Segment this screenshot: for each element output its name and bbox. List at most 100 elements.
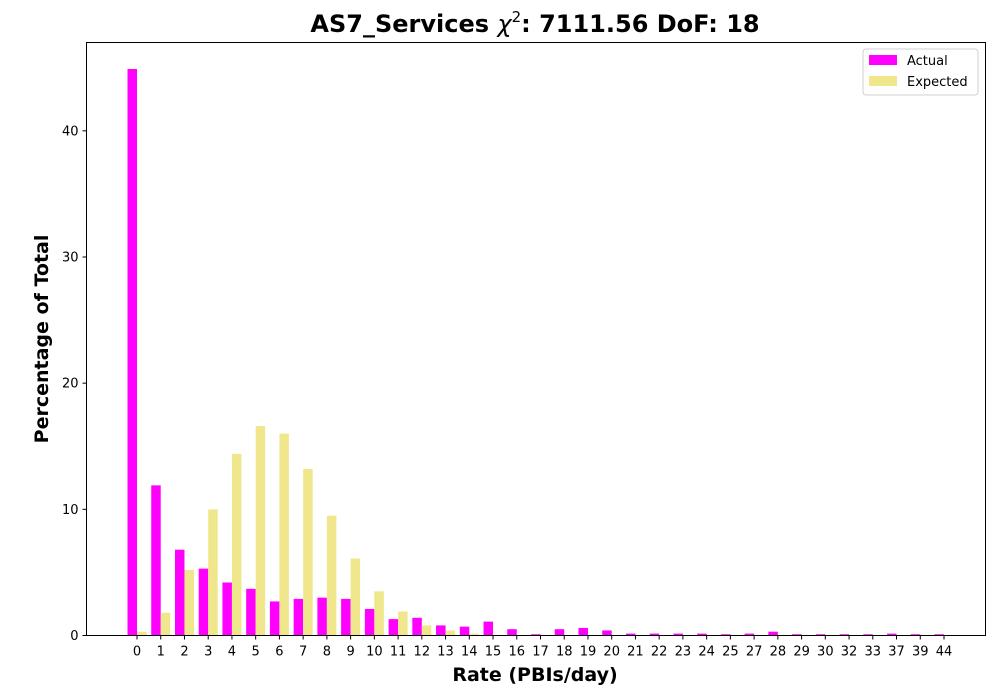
bar-actual-27: [744, 633, 755, 636]
x-tick-label: 19: [580, 645, 597, 660]
bar-expected-9: [350, 558, 361, 636]
bar-actual-33: [863, 634, 873, 636]
bar-actual-23: [673, 633, 683, 636]
bar-expected-3: [208, 509, 218, 636]
bar-actual-17: [531, 634, 541, 636]
y-tick-label: 10: [62, 503, 79, 518]
bar-actual-18: [554, 629, 565, 636]
bar-actual-28: [768, 631, 778, 636]
x-tick-label: 16: [508, 645, 525, 660]
bar-actual-37: [887, 633, 897, 636]
bar-expected-5: [255, 426, 266, 636]
x-tick-label: 25: [722, 645, 739, 660]
x-tick-label: 1: [157, 645, 165, 660]
x-tick-label: 18: [556, 645, 573, 660]
bar-actual-8: [317, 597, 327, 636]
bar-actual-12: [412, 617, 422, 636]
x-tick-label: 28: [770, 645, 787, 660]
bar-expected-8: [326, 515, 337, 636]
legend-swatch-actual: [869, 55, 897, 65]
x-tick-label: 30: [817, 645, 834, 660]
x-tick-label: 44: [936, 645, 953, 660]
x-tick-label: 4: [228, 645, 236, 660]
bar-expected-2: [184, 569, 194, 636]
bar-actual-24: [697, 633, 707, 636]
x-tick-label: 8: [323, 645, 331, 660]
bar-expected-6: [279, 433, 289, 636]
x-tick-label: 2: [180, 645, 188, 660]
bar-expected-1: [160, 612, 171, 636]
legend: Actual Expected: [862, 48, 979, 96]
y-tick-label: 40: [62, 124, 79, 139]
x-tick-label: 24: [698, 645, 715, 660]
x-tick-label: 22: [651, 645, 668, 660]
x-tick-label: 23: [675, 645, 692, 660]
legend-swatch-expected: [869, 76, 897, 86]
y-tick-label: 30: [62, 250, 79, 265]
legend-label-expected: Expected: [907, 75, 968, 90]
x-tick-label: 32: [841, 645, 858, 660]
bar-actual-3: [198, 568, 209, 636]
x-tick-label: 12: [414, 645, 431, 660]
bar-actual-2: [174, 549, 185, 636]
x-tick-label: 9: [346, 645, 354, 660]
bars-group: [127, 69, 944, 636]
bar-actual-9: [341, 598, 351, 636]
bar-actual-0: [127, 69, 137, 636]
bar-actual-21: [625, 633, 636, 636]
bar-actual-6: [269, 601, 280, 636]
bar-expected-12: [421, 625, 432, 636]
bar-expected-4: [231, 453, 242, 636]
bar-actual-10: [364, 609, 375, 636]
bar-actual-15: [483, 621, 494, 636]
x-tick-label: 3: [204, 645, 212, 660]
x-tick-label: 13: [437, 645, 454, 660]
x-tick-label: 11: [390, 645, 407, 660]
bar-actual-11: [388, 619, 399, 636]
bar-actual-39: [910, 634, 921, 636]
bar-expected-10: [374, 591, 384, 636]
y-axis-label: Percentage of Total: [31, 235, 53, 444]
x-tick-label: 33: [865, 645, 882, 660]
bar-actual-29: [792, 634, 802, 636]
bar-actual-14: [459, 626, 470, 636]
bar-actual-30: [815, 634, 826, 636]
bar-expected-0: [137, 631, 147, 636]
legend-label-actual: Actual: [907, 54, 948, 69]
x-axis-label: Rate (PBIs/day): [452, 664, 617, 686]
y-tick-label: 0: [70, 629, 78, 644]
bar-actual-5: [246, 588, 256, 636]
x-tick-label: 17: [532, 645, 549, 660]
x-tick-label: 29: [793, 645, 810, 660]
bar-actual-19: [578, 627, 588, 636]
bar-expected-13: [445, 630, 456, 636]
x-tick-label: 21: [627, 645, 644, 660]
x-axis-ticks: 0 1 2 3 4 5 6 7 8 9 10 11 12 13 14 15 16 17 18 19 20 21 22 23 24…: [133, 635, 953, 660]
y-axis-ticks: 0 10 20 30 40: [62, 124, 87, 644]
x-tick-label: 5: [252, 645, 260, 660]
bar-actual-1: [151, 485, 161, 636]
x-tick-label: 14: [461, 645, 478, 660]
x-tick-label: 15: [485, 645, 502, 660]
x-tick-label: 37: [888, 645, 905, 660]
plot-frame: [86, 42, 986, 636]
bar-actual-20: [602, 630, 612, 636]
bar-actual-44: [934, 634, 944, 636]
x-tick-label: 7: [299, 645, 307, 660]
x-tick-label: 20: [603, 645, 620, 660]
bar-actual-7: [293, 598, 304, 636]
x-tick-label: 10: [366, 645, 383, 660]
y-tick-label: 20: [62, 377, 79, 392]
bar-actual-25: [720, 634, 731, 636]
bar-actual-13: [436, 625, 446, 636]
x-tick-label: 6: [275, 645, 283, 660]
bar-actual-16: [507, 629, 517, 636]
bar-expected-14: [469, 633, 479, 636]
bar-expected-11: [398, 611, 408, 636]
bar-actual-32: [839, 634, 850, 636]
bar-actual-4: [222, 582, 232, 636]
bar-actual-22: [649, 633, 660, 636]
chart-title: AS7_Services χ2: 7111.56 DoF: 18: [310, 8, 759, 38]
x-tick-label: 0: [133, 645, 141, 660]
